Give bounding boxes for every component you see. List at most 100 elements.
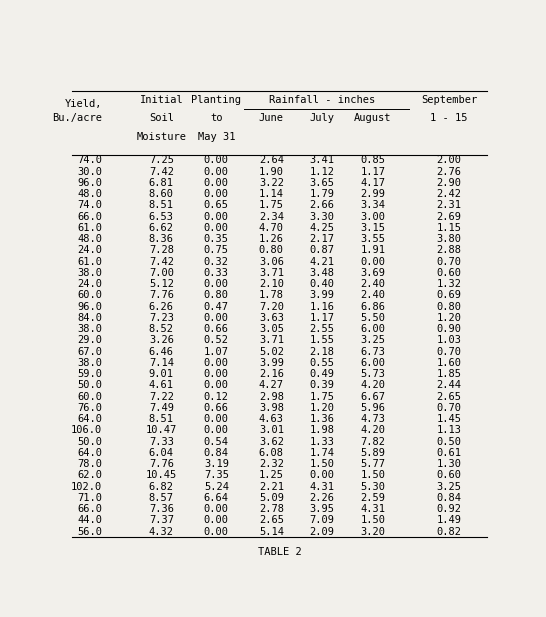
Text: 2.64: 2.64 [259, 155, 284, 165]
Text: 1.30: 1.30 [437, 459, 461, 469]
Text: 4.70: 4.70 [259, 223, 284, 233]
Text: 6.26: 6.26 [149, 302, 174, 312]
Text: 96.0: 96.0 [77, 302, 102, 312]
Text: 7.35: 7.35 [204, 470, 229, 481]
Text: 102.0: 102.0 [71, 482, 102, 492]
Text: 10.47: 10.47 [146, 425, 177, 436]
Text: 6.00: 6.00 [360, 324, 385, 334]
Text: 1.17: 1.17 [310, 313, 335, 323]
Text: 2.18: 2.18 [310, 347, 335, 357]
Text: 1.32: 1.32 [437, 279, 461, 289]
Text: 0.47: 0.47 [204, 302, 229, 312]
Text: 3.25: 3.25 [437, 482, 461, 492]
Text: 0.00: 0.00 [310, 470, 335, 481]
Text: 7.82: 7.82 [360, 437, 385, 447]
Text: 5.02: 5.02 [259, 347, 284, 357]
Text: 2.90: 2.90 [437, 178, 461, 188]
Text: 3.20: 3.20 [360, 527, 385, 537]
Text: 7.42: 7.42 [149, 167, 174, 176]
Text: 1.13: 1.13 [437, 425, 461, 436]
Text: 1.90: 1.90 [259, 167, 284, 176]
Text: 2.26: 2.26 [310, 493, 335, 503]
Text: 4.20: 4.20 [360, 381, 385, 391]
Text: 0.49: 0.49 [310, 369, 335, 379]
Text: 3.06: 3.06 [259, 257, 284, 267]
Text: 3.71: 3.71 [259, 336, 284, 346]
Text: 0.55: 0.55 [310, 358, 335, 368]
Text: 66.0: 66.0 [77, 212, 102, 222]
Text: 3.19: 3.19 [204, 459, 229, 469]
Text: 0.32: 0.32 [204, 257, 229, 267]
Text: 0.87: 0.87 [310, 246, 335, 255]
Text: 5.89: 5.89 [360, 448, 385, 458]
Text: 4.31: 4.31 [360, 504, 385, 514]
Text: 1.15: 1.15 [437, 223, 461, 233]
Text: 1.50: 1.50 [360, 515, 385, 526]
Text: 74.0: 74.0 [77, 201, 102, 210]
Text: 7.23: 7.23 [149, 313, 174, 323]
Text: 0.70: 0.70 [437, 347, 461, 357]
Text: 67.0: 67.0 [77, 347, 102, 357]
Text: 7.28: 7.28 [149, 246, 174, 255]
Text: 1.07: 1.07 [204, 347, 229, 357]
Text: 2.78: 2.78 [259, 504, 284, 514]
Text: 2.40: 2.40 [360, 279, 385, 289]
Text: 1.17: 1.17 [360, 167, 385, 176]
Text: 1.74: 1.74 [310, 448, 335, 458]
Text: 3.15: 3.15 [360, 223, 385, 233]
Text: 0.82: 0.82 [437, 527, 461, 537]
Text: 24.0: 24.0 [77, 246, 102, 255]
Text: 2.10: 2.10 [259, 279, 284, 289]
Text: 2.17: 2.17 [310, 234, 335, 244]
Text: 3.99: 3.99 [310, 291, 335, 300]
Text: 7.49: 7.49 [149, 403, 174, 413]
Text: 0.00: 0.00 [204, 155, 229, 165]
Text: 2.40: 2.40 [360, 291, 385, 300]
Text: 61.0: 61.0 [77, 257, 102, 267]
Text: 2.00: 2.00 [437, 155, 461, 165]
Text: 0.75: 0.75 [204, 246, 229, 255]
Text: to: to [210, 114, 223, 123]
Text: 96.0: 96.0 [77, 178, 102, 188]
Text: 0.66: 0.66 [204, 403, 229, 413]
Text: 7.09: 7.09 [310, 515, 335, 526]
Text: 0.80: 0.80 [204, 291, 229, 300]
Text: 6.04: 6.04 [149, 448, 174, 458]
Text: 78.0: 78.0 [77, 459, 102, 469]
Text: 4.32: 4.32 [149, 527, 174, 537]
Text: 1.79: 1.79 [310, 189, 335, 199]
Text: May 31: May 31 [198, 131, 235, 141]
Text: 3.62: 3.62 [259, 437, 284, 447]
Text: 0.00: 0.00 [204, 313, 229, 323]
Text: 0.65: 0.65 [204, 201, 229, 210]
Text: 7.37: 7.37 [149, 515, 174, 526]
Text: 5.14: 5.14 [259, 527, 284, 537]
Text: 106.0: 106.0 [71, 425, 102, 436]
Text: 2.55: 2.55 [310, 324, 335, 334]
Text: 1.14: 1.14 [259, 189, 284, 199]
Text: 8.51: 8.51 [149, 414, 174, 424]
Text: 1.33: 1.33 [310, 437, 335, 447]
Text: 3.48: 3.48 [310, 268, 335, 278]
Text: 30.0: 30.0 [77, 167, 102, 176]
Text: 0.66: 0.66 [204, 324, 229, 334]
Text: 3.80: 3.80 [437, 234, 461, 244]
Text: 1.12: 1.12 [310, 167, 335, 176]
Text: 2.98: 2.98 [259, 392, 284, 402]
Text: 3.22: 3.22 [259, 178, 284, 188]
Text: 0.00: 0.00 [204, 527, 229, 537]
Text: 0.54: 0.54 [204, 437, 229, 447]
Text: 2.59: 2.59 [360, 493, 385, 503]
Text: 84.0: 84.0 [77, 313, 102, 323]
Text: 1.55: 1.55 [310, 336, 335, 346]
Text: 60.0: 60.0 [77, 392, 102, 402]
Text: 2.44: 2.44 [437, 381, 461, 391]
Text: 1.50: 1.50 [310, 459, 335, 469]
Text: 2.42: 2.42 [437, 189, 461, 199]
Text: 8.36: 8.36 [149, 234, 174, 244]
Text: 59.0: 59.0 [77, 369, 102, 379]
Text: 3.99: 3.99 [259, 358, 284, 368]
Text: 0.00: 0.00 [204, 279, 229, 289]
Text: Soil: Soil [149, 114, 174, 123]
Text: 0.60: 0.60 [437, 470, 461, 481]
